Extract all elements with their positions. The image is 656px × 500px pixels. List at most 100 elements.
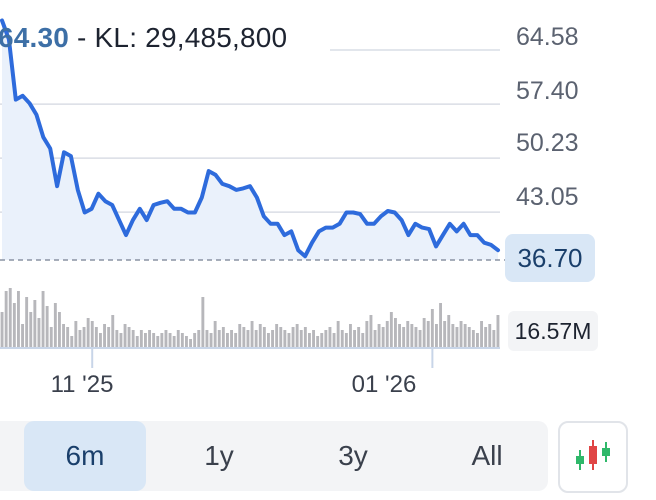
volume-bar [74, 321, 78, 348]
volume-bar [213, 321, 217, 348]
y-tick-label: 50.23 [516, 129, 579, 157]
volume-bar [435, 324, 438, 348]
volume-bar [398, 324, 401, 348]
volume-bar [62, 324, 65, 348]
volume-bar [242, 327, 246, 348]
volume-bar [439, 303, 442, 348]
volume-bar [480, 321, 483, 348]
volume-bar [430, 309, 434, 348]
volume-bar [291, 327, 295, 348]
x-tick-label: 01 '26 [351, 371, 417, 398]
candlestick-icon [576, 440, 610, 470]
volume-bar [41, 291, 45, 348]
volume-bar [180, 333, 184, 348]
volume-bar [107, 327, 111, 348]
volume-bar [254, 330, 258, 348]
volume-bar [238, 324, 242, 348]
range-all-button[interactable]: All [471, 440, 503, 471]
volume-summary: - KL: 29,485,800 [69, 22, 288, 53]
volume-bar [205, 330, 209, 348]
volume-bar [4, 291, 8, 348]
volume-bar [369, 315, 373, 348]
chart-svg [0, 18, 505, 368]
volume-bar [230, 330, 233, 348]
volume-bar [271, 330, 274, 348]
current-price: 64.30 [0, 22, 70, 53]
volume-bar [172, 336, 176, 348]
volume-bar [389, 312, 393, 348]
volume-bar [99, 333, 102, 348]
volume-bar [156, 336, 160, 348]
range-3y-button[interactable]: 3y [338, 440, 368, 471]
volume-bar [127, 327, 131, 348]
volume-bar [344, 333, 348, 348]
volume-bar [377, 324, 381, 348]
volume-bar [283, 330, 287, 348]
y-tick-label: 57.40 [516, 77, 579, 105]
volume-bar [463, 324, 467, 348]
volume-bar [17, 291, 20, 348]
volume-bar [185, 336, 188, 348]
volume-bar [349, 324, 352, 348]
volume-bar [78, 330, 82, 348]
volume-bar [295, 324, 299, 348]
volume-bar [33, 300, 37, 348]
volume-bar [447, 315, 451, 348]
volume-bar [45, 306, 49, 348]
volume-bar [209, 333, 213, 348]
range-1y-button[interactable]: 1y [204, 440, 234, 471]
volume-bar [426, 321, 430, 348]
volume-bar [66, 327, 70, 348]
volume-bar [361, 333, 365, 348]
volume-bar [471, 330, 475, 348]
volume-bar [139, 330, 143, 348]
price-area [2, 20, 498, 260]
volume-bar [357, 327, 361, 348]
volume-bar [123, 324, 127, 348]
volume-bar [496, 315, 500, 348]
volume-bar [131, 330, 135, 348]
volume-bar [262, 327, 266, 348]
volume-bar [8, 288, 12, 348]
last-price-tag: 36.70 [505, 234, 595, 282]
price-chart[interactable]: 64.30 - KL: 29,485,800 64.58 57.40 50.23… [0, 0, 656, 410]
volume-bar [353, 330, 356, 348]
volume-bar [402, 327, 406, 348]
volume-bar [90, 321, 94, 348]
volume-bar [365, 321, 369, 348]
volume-bar [492, 330, 496, 348]
volume-bar [86, 318, 90, 348]
volume-bar [53, 303, 57, 348]
volume-max-tag: 16.57M [508, 311, 598, 351]
volume-bar [25, 297, 29, 348]
volume-bar [328, 327, 332, 348]
volume-bar [135, 336, 139, 348]
volume-bar [422, 318, 426, 348]
volume-bar [467, 327, 471, 348]
volume-bar [29, 312, 33, 348]
candlestick-toggle-button[interactable] [558, 421, 628, 493]
volume-bar [303, 327, 307, 348]
volume-bar [312, 330, 315, 348]
volume-bar [37, 318, 41, 348]
volume-bar [258, 324, 262, 348]
volume-bar [451, 324, 455, 348]
volume-bar [394, 318, 397, 348]
volume-bar [336, 321, 340, 348]
volume-bar [144, 333, 147, 348]
volume-bar [168, 333, 172, 348]
volume-bar [418, 330, 422, 348]
range-6m-button[interactable]: 6m [24, 421, 146, 491]
volume-bar [287, 333, 291, 348]
volume-bar [414, 327, 418, 348]
volume-bar [82, 327, 86, 348]
volume-bar [58, 312, 61, 348]
volume-bar [308, 333, 311, 348]
volume-bar [70, 336, 74, 348]
price-header: 64.30 - KL: 29,485,800 [0, 18, 287, 58]
volume-bar [148, 330, 151, 348]
volume-bar [12, 303, 16, 348]
y-tick-label: 43.05 [516, 183, 579, 211]
volume-bar [455, 327, 459, 348]
volume-bar [176, 330, 180, 348]
